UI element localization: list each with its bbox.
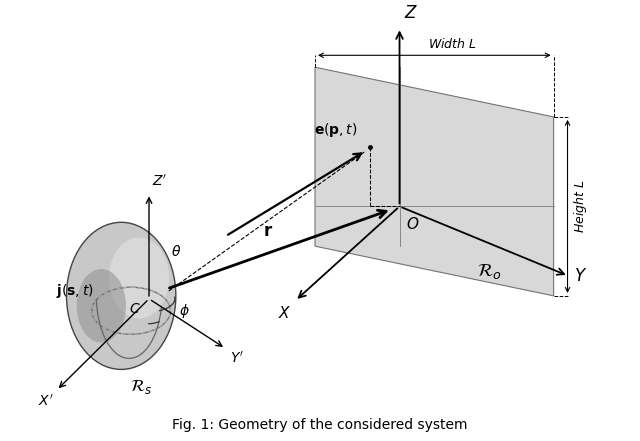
Text: $C$: $C$ [129,302,141,316]
Text: Width $L$: Width $L$ [428,37,477,51]
Text: $Y$: $Y$ [575,267,588,285]
Text: $Y'$: $Y'$ [230,351,243,366]
Text: $X'$: $X'$ [38,394,54,410]
Text: Fig. 1: Geometry of the considered system: Fig. 1: Geometry of the considered syste… [172,418,468,432]
Text: $\mathbf{j}(\mathbf{s},t)$: $\mathbf{j}(\mathbf{s},t)$ [56,282,93,300]
Text: $\phi$: $\phi$ [179,302,189,320]
Ellipse shape [109,238,169,318]
Text: $Z$: $Z$ [403,4,417,22]
Text: $\mathbf{e}(\mathbf{p},t)$: $\mathbf{e}(\mathbf{p},t)$ [314,121,358,139]
Text: $\mathcal{R}_o$: $\mathcal{R}_o$ [477,262,501,280]
Text: $\mathbf{r}$: $\mathbf{r}$ [263,222,273,240]
Polygon shape [315,67,554,296]
Text: $Z'$: $Z'$ [152,174,167,190]
Ellipse shape [67,222,176,370]
Text: Height $L$: Height $L$ [572,179,589,233]
Text: $O$: $O$ [406,217,420,232]
Text: $\theta$: $\theta$ [171,243,181,258]
Ellipse shape [77,269,126,343]
Text: $\mathcal{R}_s$: $\mathcal{R}_s$ [130,377,152,396]
Text: $X$: $X$ [278,305,291,321]
